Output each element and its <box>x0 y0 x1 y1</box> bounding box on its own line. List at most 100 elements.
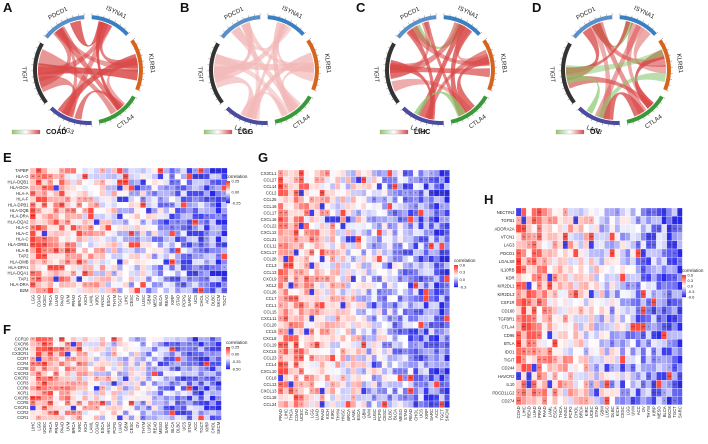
legend-swatch <box>226 183 230 186</box>
heatmap-cell <box>105 336 112 343</box>
heatmap-cell <box>53 390 60 396</box>
heatmap-cell <box>397 381 403 388</box>
heatmap-cell <box>666 281 673 291</box>
heatmap-cell <box>593 273 600 282</box>
heatmap-cell <box>140 361 147 367</box>
heatmap-cell <box>209 410 216 416</box>
heatmap-cell <box>140 230 147 237</box>
heatmap-cell <box>128 351 135 357</box>
column-label: LAML <box>351 408 356 420</box>
heatmap-cell <box>557 347 563 356</box>
heatmap-cell <box>609 355 615 364</box>
heatmap-cell <box>661 339 667 348</box>
heatmap-cell <box>350 183 357 190</box>
row-label: IL10 <box>506 382 515 387</box>
heatmap-cell <box>76 247 83 254</box>
significance-mark: * <box>296 390 298 394</box>
heatmap-cell <box>371 334 377 342</box>
heatmap-cell <box>82 287 89 294</box>
column-label: KIRC <box>584 406 589 416</box>
heatmap-cell <box>402 275 409 283</box>
significance-mark: * <box>61 169 63 173</box>
heatmap-cell <box>397 387 403 395</box>
significance-mark: ** <box>295 225 298 229</box>
heatmap-cell <box>116 346 123 352</box>
significance-mark: *** <box>60 203 64 207</box>
significance-mark: *** <box>199 192 203 196</box>
row-label: HLA-F <box>16 197 29 202</box>
heatmap-cell <box>288 229 294 237</box>
heatmap-cell <box>329 341 336 349</box>
significance-mark: *** <box>289 330 293 334</box>
heatmap-cell <box>547 371 553 381</box>
heatmap-cell <box>671 371 678 381</box>
legend-swatch <box>454 265 458 267</box>
heatmap-cell <box>140 167 147 174</box>
heatmap-cell <box>578 371 584 381</box>
heatmap-cell <box>614 216 621 225</box>
heatmap-cell <box>303 235 310 243</box>
heatmap-cell <box>557 224 563 233</box>
heatmap-cell <box>387 229 393 237</box>
significance-mark: ** <box>49 175 52 179</box>
heatmap-cell <box>145 415 152 421</box>
heatmap-cell <box>329 308 336 316</box>
heatmap-cell <box>303 394 310 402</box>
row-label: VTCN1 <box>501 235 515 240</box>
significance-mark: *** <box>435 343 439 347</box>
heatmap-cell <box>599 330 605 340</box>
significance-mark: *** <box>294 231 298 235</box>
heatmap-cell <box>557 248 563 258</box>
heatmap-cell <box>324 308 331 316</box>
chord-KLRB1-TIGIT <box>566 49 664 78</box>
heatmap-cell <box>515 306 522 315</box>
heatmap-cell <box>87 351 94 357</box>
significance-mark: *** <box>341 304 345 308</box>
heatmap-cell <box>221 207 228 214</box>
heatmap-cell <box>87 202 94 209</box>
heatmap-cell <box>215 351 222 357</box>
heatmap-cell <box>186 366 193 372</box>
significance-mark: *** <box>398 350 402 354</box>
heatmap-cell <box>361 328 367 336</box>
significance-mark: ** <box>538 227 541 231</box>
sector-label-KLRB1: KLRB1 <box>675 53 684 74</box>
significance-mark: * <box>113 289 115 293</box>
heatmap-cell <box>588 339 595 348</box>
heatmap-cell <box>174 207 181 214</box>
heatmap-cell <box>303 354 310 362</box>
heatmap-cell <box>277 249 284 256</box>
row-label: BTLA <box>504 341 515 346</box>
heatmap-cell <box>536 289 543 299</box>
legend-swatch <box>226 358 230 360</box>
significance-mark: *** <box>678 252 682 256</box>
heatmap-cell <box>41 395 48 401</box>
row-label: HLA-B <box>16 248 29 253</box>
row-label: IL10RB <box>501 267 515 272</box>
heatmap-cell <box>82 361 89 367</box>
significance-mark: ** <box>300 396 303 400</box>
heatmap-cell <box>526 396 532 405</box>
significance-mark: * <box>374 376 376 380</box>
significance-mark: *** <box>37 377 41 381</box>
heatmap-cell <box>578 339 584 348</box>
heatmap-cell <box>371 308 377 316</box>
heatmap-cell <box>70 196 77 203</box>
heatmap-cell <box>64 190 71 197</box>
heatmap-cell <box>552 396 558 405</box>
significance-mark: * <box>177 226 179 230</box>
heatmap-cell <box>573 248 579 258</box>
heatmap-cell <box>128 395 135 401</box>
heatmap-cell <box>515 232 522 241</box>
column-label: BRCA <box>346 409 351 421</box>
heatmap-cell <box>329 334 336 342</box>
heatmap-cell <box>169 376 176 382</box>
heatmap-cell <box>418 301 424 309</box>
heatmap-cell <box>387 216 393 223</box>
heatmap-cell <box>392 348 398 355</box>
heatmap-cell <box>345 202 351 210</box>
significance-mark: ** <box>523 236 526 240</box>
significance-mark: ** <box>528 301 531 305</box>
legend-swatch <box>226 182 230 184</box>
heatmap-cell <box>47 405 54 411</box>
